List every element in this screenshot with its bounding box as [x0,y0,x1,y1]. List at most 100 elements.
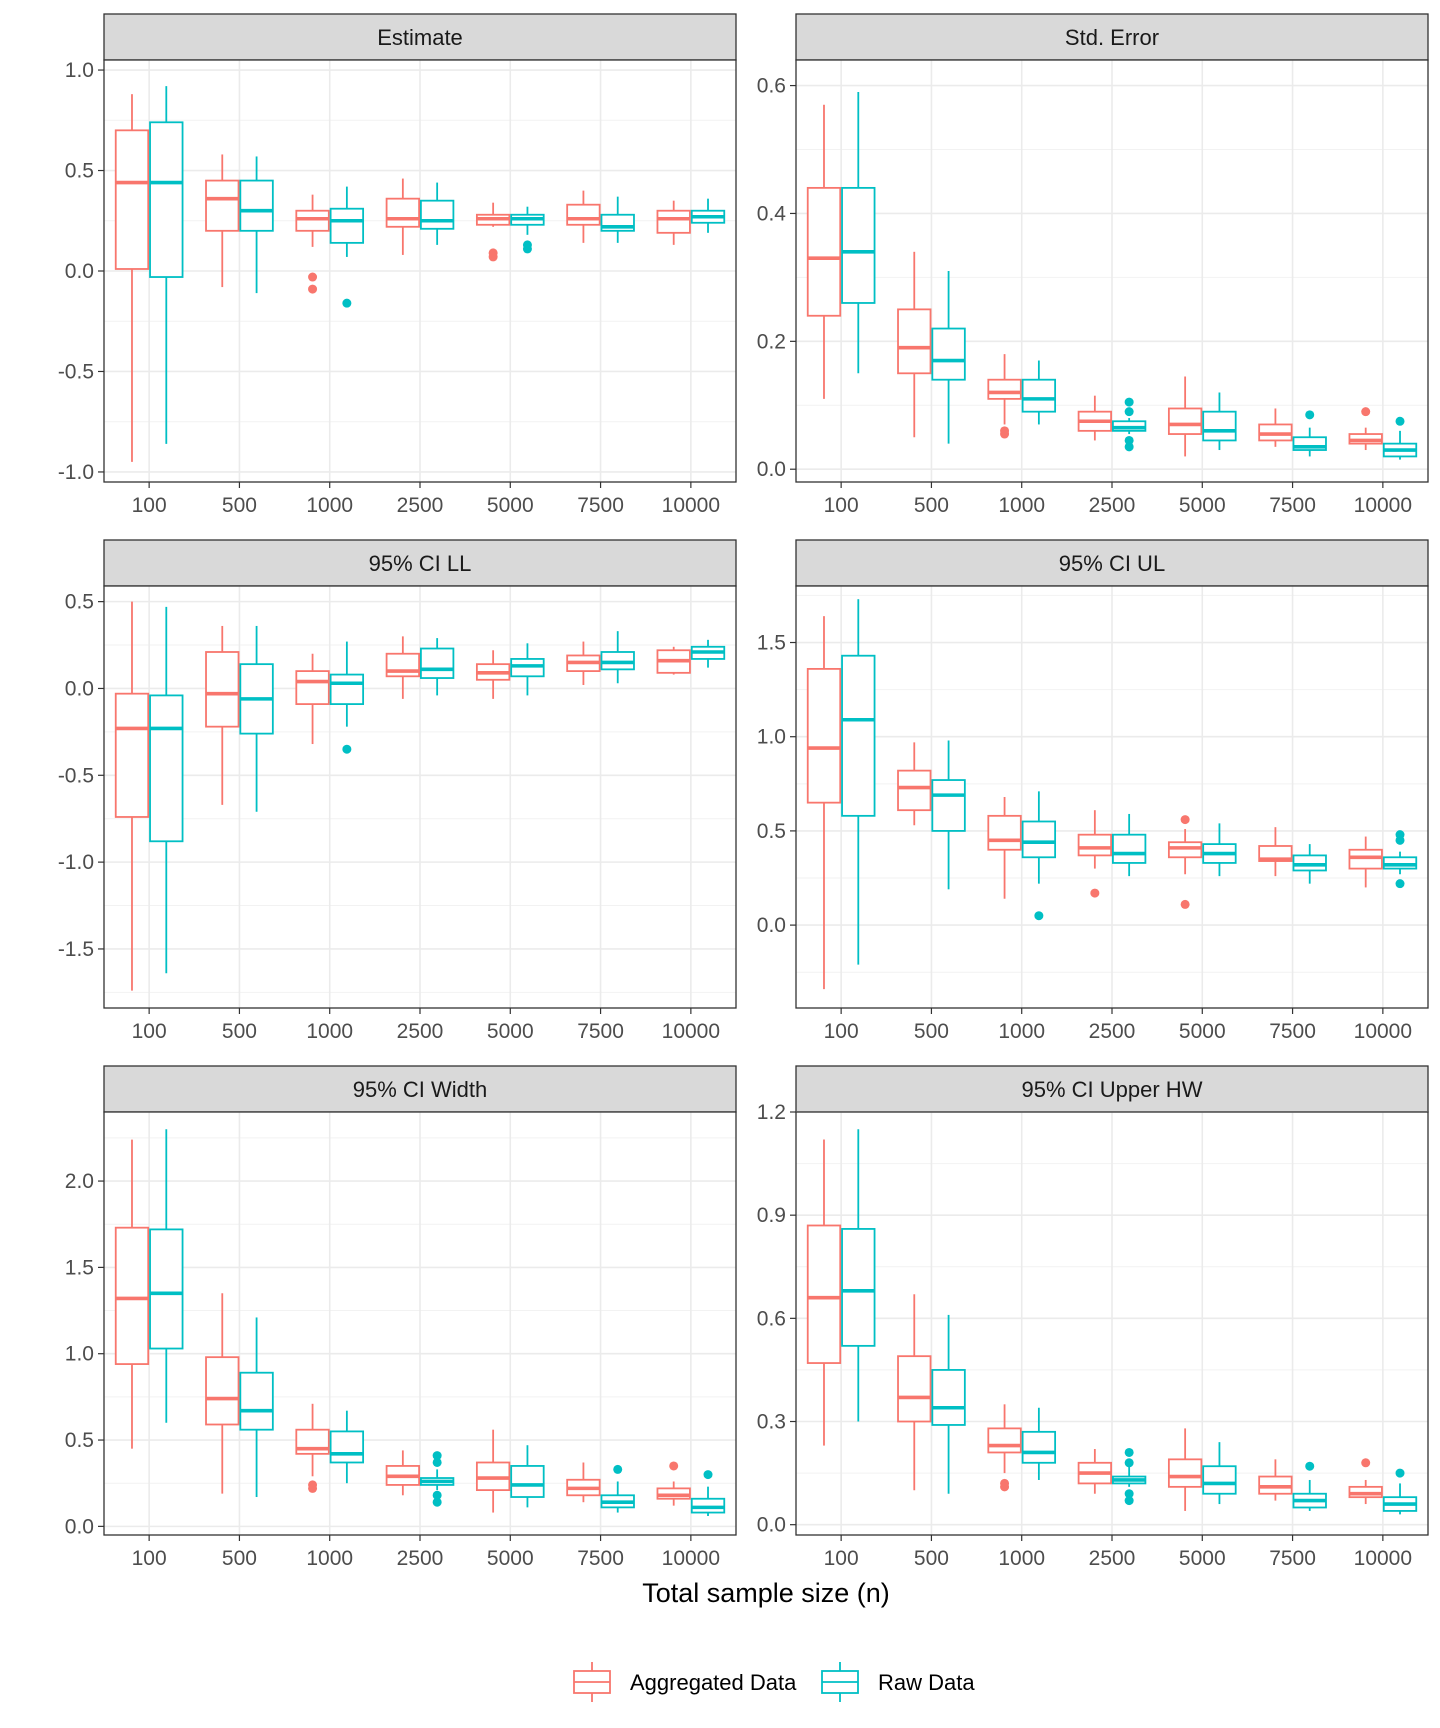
box-iqr [897,769,932,812]
x-tick-label: 500 [222,494,257,517]
box-aggregated [205,154,240,288]
box-aggregated [1258,1459,1293,1501]
box-raw [931,1314,966,1494]
x-tick-label: 2500 [1089,1020,1136,1043]
y-tick-label: 0.0 [65,677,94,700]
y-tick-label: -1.0 [58,461,94,484]
outlier-point [1124,407,1134,417]
box-raw [931,740,966,890]
x-tick-label: 100 [824,1020,859,1043]
box-raw [1112,397,1147,452]
box-raw [510,643,545,696]
x-tick-label: 5000 [1179,1020,1226,1043]
box-raw [690,639,726,668]
box-iqr [897,1355,932,1423]
box-aggregated [656,200,691,245]
box-iqr [1077,833,1112,857]
box-iqr [329,207,365,244]
panel-border [795,585,1429,1009]
outlier-point [308,1483,318,1493]
outlier-point [432,1457,442,1467]
legend-label: Aggregated Data [630,1670,797,1695]
y-tick-label: 0.2 [757,330,786,353]
box-iqr [205,179,240,232]
box-raw [239,156,274,294]
box-iqr [841,186,876,304]
box-iqr [931,1369,966,1426]
box-raw [690,198,726,233]
outlier-point [1395,1468,1405,1478]
box-aggregated [806,1139,842,1446]
box-raw [841,1129,876,1422]
facet-panel-5: 95% CI Upper HW 0.0 0.3 0.6 0.9 1.2 100 500 1000… [757,1065,1429,1570]
box-raw [841,599,876,965]
y-tick-label: 0.0 [65,260,94,283]
box-iqr [1167,1458,1203,1488]
facet-title: 95% CI UL [1059,551,1165,576]
box-aggregated [295,653,330,745]
legend-item-raw: Raw Data [821,1662,975,1702]
x-tick-label: 10000 [662,494,720,517]
box-aggregated [1258,827,1293,877]
box-raw [1202,1442,1237,1505]
outlier-point [1000,429,1010,439]
outlier-point [342,744,352,754]
box-iqr [841,654,876,817]
y-tick-label: 0.5 [757,820,786,843]
facet-panel-3: 95% CI UL 0.0 0.5 1.0 1.5 100 500 1000 2500 5000 7… [757,539,1429,1043]
outlier-point [1361,1458,1371,1468]
outlier-point [342,298,352,308]
box-iqr [987,1427,1022,1454]
y-tick-label: 1.0 [65,1343,94,1366]
facet-panel-1: Std. Error 0.0 0.2 0.4 0.6 100 500 1000 2500 5000… [757,13,1429,517]
facet-strip [795,13,1429,61]
box-aggregated [114,601,150,991]
box-aggregated [1258,408,1293,447]
box-raw [1021,360,1057,425]
outlier-point [1180,899,1190,909]
facet-title: Estimate [377,25,463,50]
box-iqr [1292,854,1327,872]
box-iqr [420,647,455,679]
box-iqr [656,209,691,234]
y-tick-label: 0.0 [757,914,786,937]
panel-border [103,59,737,483]
box-raw [1292,410,1327,457]
box-aggregated [897,742,932,826]
facet-strip [103,539,737,587]
box-aggregated [566,1462,601,1503]
box-iqr [806,667,842,804]
outlier-point [1305,1461,1315,1471]
box-raw [1112,1447,1147,1506]
facet-panel-4: 95% CI Width 0.0 0.5 1.0 1.5 2.0 100 500 1000 250… [65,1065,737,1570]
facet-panel-0: Estimate -1.0 -0.5 0.0 0.5 1.0 100 500 1000 2500 5… [58,13,737,517]
box-aggregated [806,104,842,399]
box-aggregated [475,202,511,262]
x-tick-label: 1000 [998,1020,1045,1043]
box-iqr [239,1371,274,1431]
box-iqr [987,814,1022,851]
outlier-point [1361,407,1371,417]
box-aggregated [295,1403,330,1493]
y-tick-label: -0.5 [58,360,94,383]
box-raw [1292,1461,1327,1511]
outlier-point [432,1497,442,1507]
y-tick-label: 0.5 [65,160,94,183]
box-aggregated [475,650,511,699]
box-raw [420,182,455,245]
outlier-point [1000,1482,1010,1492]
y-tick-label: 1.2 [757,1101,786,1124]
outlier-point [308,272,318,282]
facet-title: 95% CI Upper HW [1022,1077,1203,1102]
box-iqr [806,1224,842,1364]
box-raw [329,1410,365,1484]
box-raw [1292,844,1327,884]
x-tick-label: 7500 [1269,1020,1316,1043]
outlier-point [1124,1496,1134,1506]
box-raw [1382,416,1418,460]
x-tick-label: 7500 [577,1020,624,1043]
y-tick-label: 0.5 [65,1429,94,1452]
box-raw [600,631,635,684]
box-iqr [566,203,601,226]
